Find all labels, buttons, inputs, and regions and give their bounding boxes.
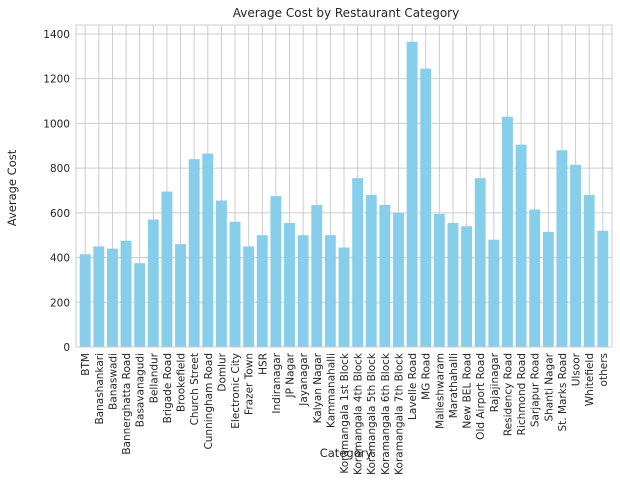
bar (570, 164, 582, 347)
y-tick-label: 800 (50, 163, 70, 175)
plot-frame (75, 24, 613, 348)
bar (270, 196, 282, 347)
bar (229, 221, 241, 347)
bar (406, 41, 418, 347)
y-tick-label: 600 (50, 208, 70, 220)
x-tick-label: Domlur (216, 352, 228, 391)
x-tick-label: JP Nagar (285, 352, 297, 398)
bar (243, 246, 255, 347)
bar (433, 213, 445, 347)
bar (161, 191, 173, 347)
x-tick-label: Richmond Road (516, 353, 528, 435)
bar (338, 247, 350, 347)
bar (79, 254, 91, 347)
bar (202, 153, 214, 347)
x-tick-label: New BEL Road (462, 353, 474, 429)
x-tick-label: Shanti Nagar (543, 352, 555, 421)
x-tick-label: St. Marks Road (557, 353, 569, 432)
x-tick-label: Old Airport Road (475, 353, 487, 440)
bar (311, 205, 323, 347)
x-tick-label: Koramangala 7th Block (393, 352, 405, 475)
x-tick-label: Brookefield (176, 353, 188, 412)
bar (597, 230, 609, 347)
y-tick-labels: 0 200 400 600 800 1000 1200 1400 (43, 29, 70, 354)
x-tick-label: Kammanahalli (325, 353, 337, 428)
x-tick-label: Koramangala 6th Block (380, 352, 392, 475)
y-tick-label: 200 (50, 297, 70, 309)
x-tick-label: Malleshwaram (434, 353, 446, 429)
y-tick-label: 1200 (43, 74, 70, 86)
x-tick-label: Banashankari (94, 353, 106, 425)
bar (365, 194, 377, 347)
bar (583, 194, 595, 347)
bar (106, 248, 118, 347)
bar (542, 231, 554, 347)
bars (79, 41, 609, 348)
x-tick-label: Whitefield (584, 353, 596, 406)
chart-title: Average Cost by Restaurant Category (233, 6, 459, 20)
x-tick-label: Koramangala 5th Block (366, 352, 378, 475)
x-tick-label: Residency Road (502, 353, 514, 436)
y-tick-label: 1000 (43, 118, 70, 130)
x-tick-label: Frazer Town (244, 353, 256, 415)
bar (393, 212, 404, 347)
x-tick-label: BTM (80, 353, 92, 376)
bar (147, 219, 159, 347)
bar (556, 150, 568, 347)
x-tick-label: others (598, 353, 610, 386)
x-tick-label: Ulsoor (571, 352, 583, 386)
x-tick-label: Jayanagar (298, 352, 310, 406)
x-tick-label: Sarjapur Road (530, 353, 542, 427)
x-tick-label: Koramangala 4th Block (353, 352, 365, 475)
bar (324, 235, 336, 347)
x-tick-label: Electronic City (230, 353, 242, 429)
bar (488, 239, 500, 347)
bar (461, 226, 473, 347)
bar (134, 263, 146, 347)
x-tick-label: Marathahalli (448, 353, 460, 418)
bar (297, 235, 309, 347)
x-tick-label: Banaswadi (107, 353, 119, 410)
bar (256, 235, 268, 347)
x-tick-label: Rajajinagar (489, 352, 501, 412)
x-tick-label: Bellandur (148, 352, 160, 403)
bar (420, 68, 432, 348)
bar (352, 178, 364, 347)
x-tick-label: Brigade Road (162, 353, 174, 423)
x-tick-label: Church Street (189, 353, 201, 425)
bar (474, 178, 486, 347)
bar (175, 244, 186, 347)
y-axis-label: Average Cost (5, 149, 19, 226)
bar (120, 240, 132, 347)
x-tick-label: Cunningham Road (203, 353, 215, 450)
bar (447, 222, 459, 347)
y-tick-label: 1400 (43, 29, 70, 41)
bar (379, 205, 391, 347)
bar (215, 200, 227, 347)
bar (188, 159, 200, 347)
x-tick-label: MG Road (421, 353, 433, 400)
bar (284, 222, 295, 347)
x-tick-label: Kalyan Nagar (312, 352, 324, 423)
bar (93, 246, 105, 347)
bar (502, 116, 513, 347)
bar (529, 209, 541, 347)
y-tick-label: 0 (63, 342, 70, 354)
x-tick-label: Lavelle Road (407, 353, 419, 420)
x-tick-label: Koramangala 1st Block (339, 352, 351, 474)
x-tick-label: Basavanagudi (135, 353, 147, 427)
x-axis-label: Category (320, 446, 373, 460)
x-tick-labels: BTM Banashankari Banaswadi Bannerghatta Roa… (80, 352, 610, 475)
x-tick-label: Indiranagar (271, 352, 283, 413)
x-tick-label: HSR (257, 353, 269, 375)
x-tick-label: Bannerghatta Road (121, 353, 133, 455)
y-tick-label: 400 (50, 253, 70, 265)
bar (515, 144, 527, 347)
